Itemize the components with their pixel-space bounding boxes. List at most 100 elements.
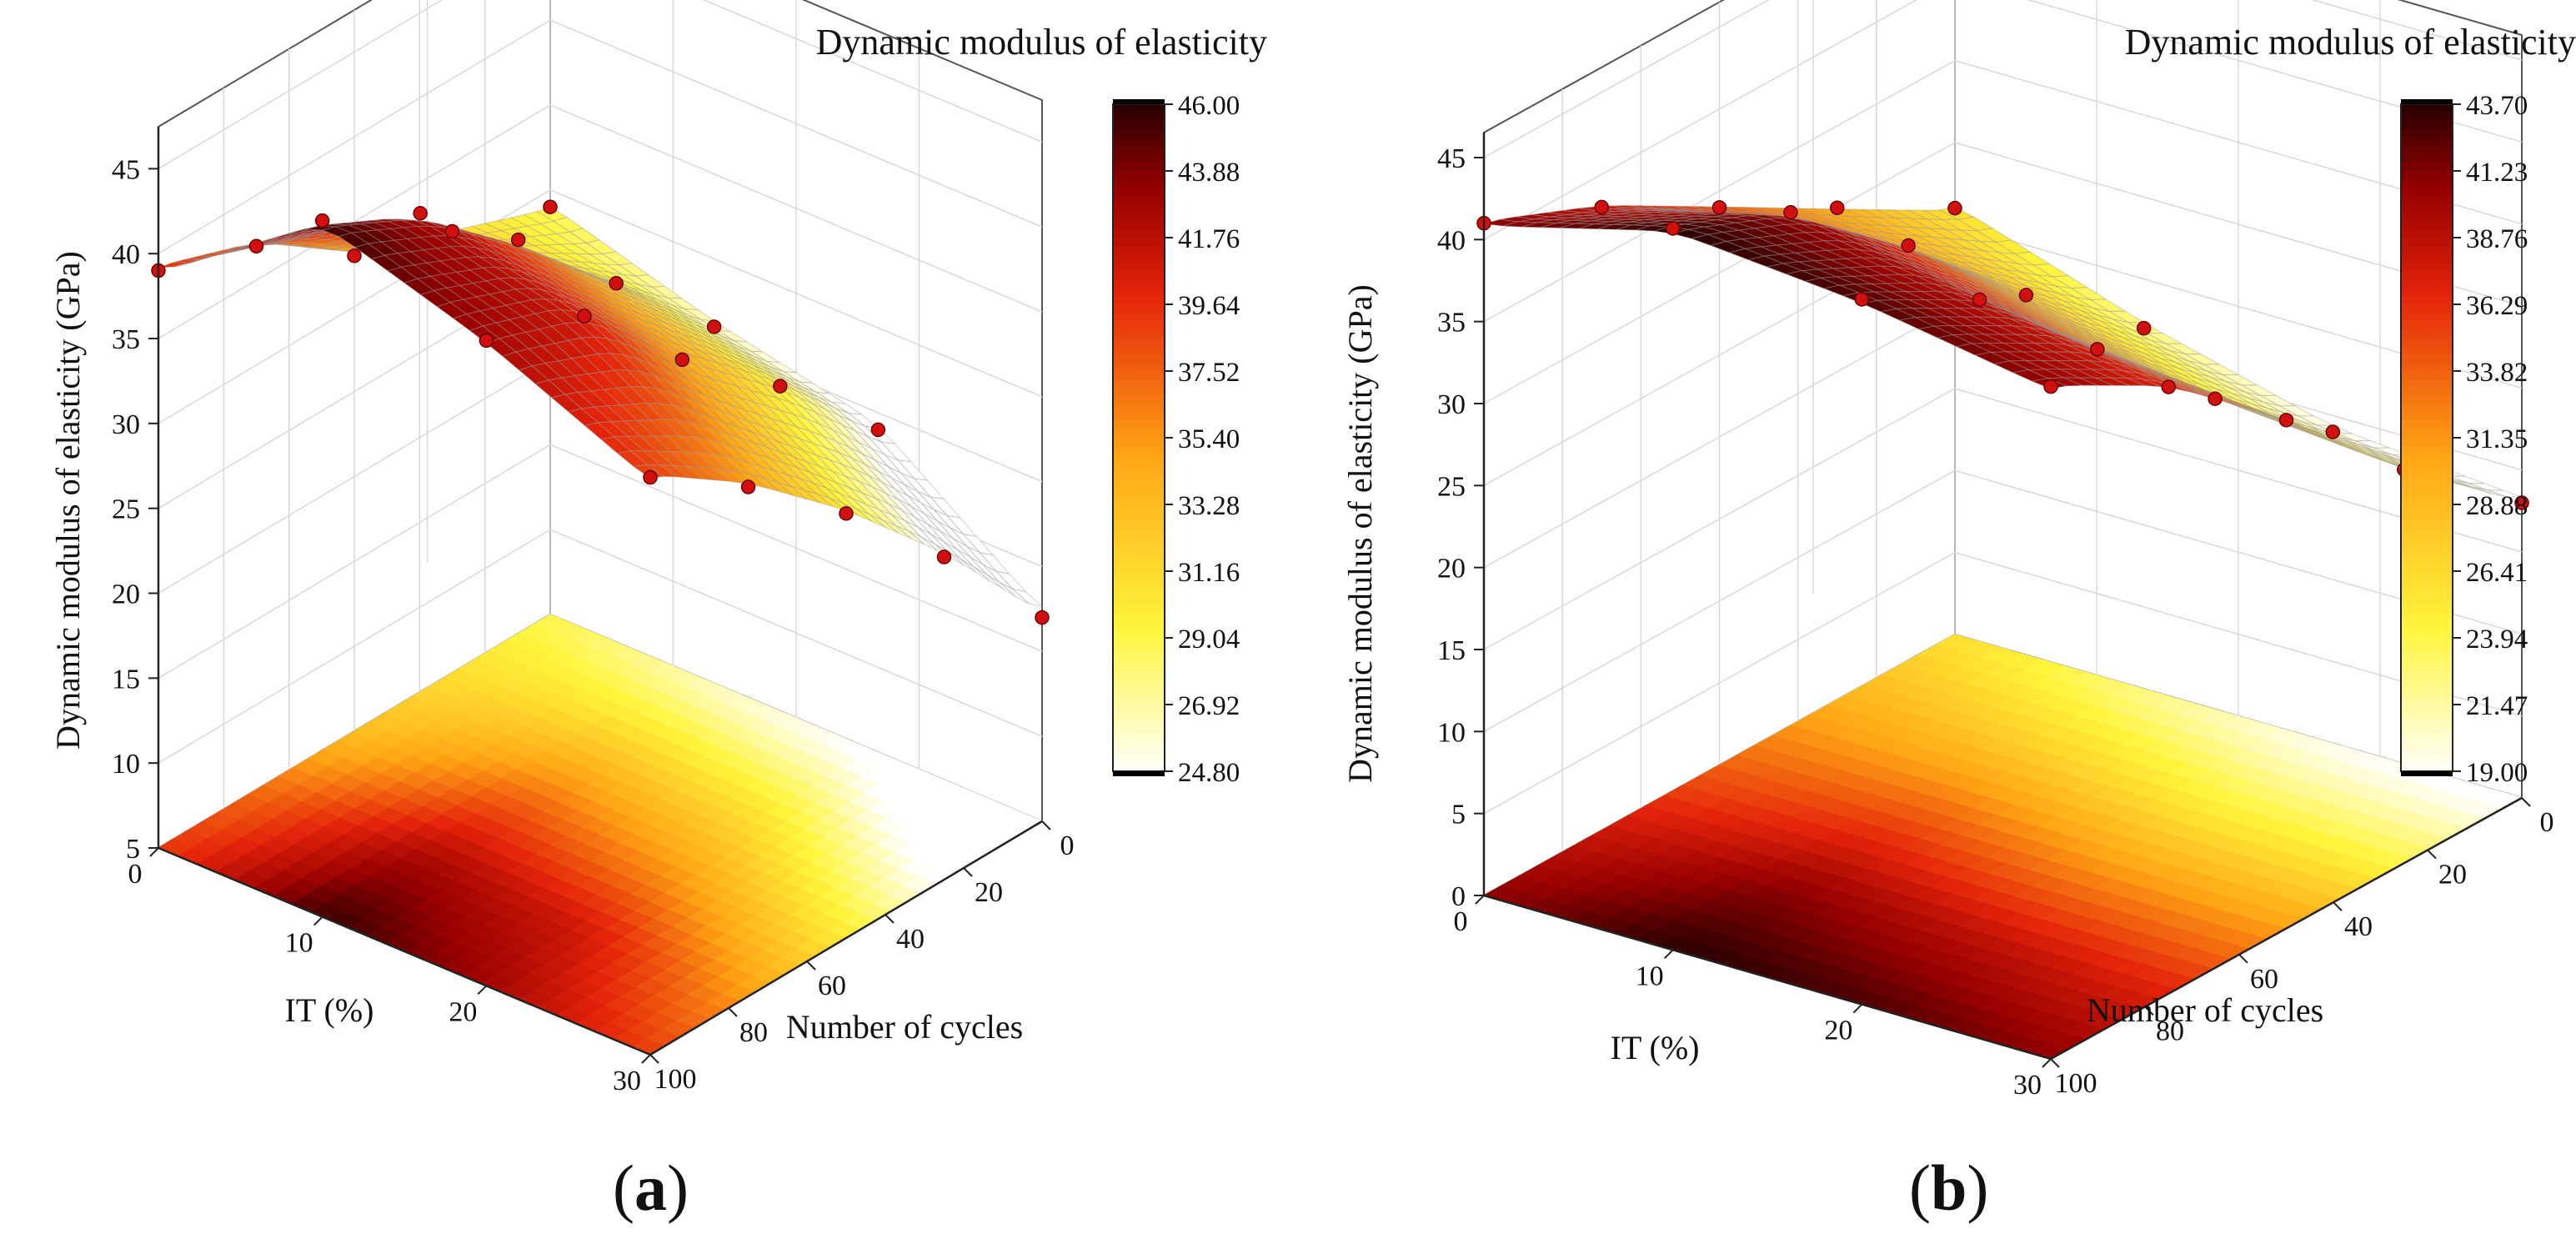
colorbar-tick-label: 26.92 — [1178, 691, 1240, 721]
colorbar-tick-label: 43.70 — [2466, 91, 2528, 121]
data-point — [479, 333, 494, 349]
axes: 0 5 10 15 20 25 30 35 40 45 0 10 20 30 0 20 40 60 80 100 — [1437, 133, 2554, 1101]
colorbar-tick-label: 31.16 — [1178, 558, 1240, 588]
x-tick-label: 10 — [285, 928, 313, 959]
z-tick-label: 0 — [1451, 881, 1466, 912]
axes: 5 10 15 20 25 30 35 40 45 0 10 20 30 0 20 40 60 80 100 — [112, 127, 1075, 1096]
data-point — [643, 469, 658, 485]
x-axis-label: IT (%) — [285, 991, 374, 1029]
chart-title: Dynamic modulus of elasticity — [816, 22, 1267, 63]
y-tick-label: 0 — [2540, 807, 2554, 838]
z-tick-label: 40 — [1437, 225, 1466, 256]
y-tick-label: 40 — [896, 924, 925, 955]
data-point — [936, 549, 952, 564]
data-point — [2161, 379, 2176, 394]
data-point — [347, 248, 362, 263]
colorbar-tick-label: 24.80 — [1178, 758, 1240, 788]
data-point — [2018, 288, 2034, 303]
surface-mesh — [158, 206, 1044, 608]
colorbar-tick-label: 46.00 — [1178, 91, 1240, 121]
colorbar-tick-label: 33.82 — [2466, 358, 2528, 388]
colorbar-tick-label: 19.00 — [2466, 758, 2528, 788]
colorbar-tick-label: 35.40 — [1178, 424, 1240, 454]
x-tick-label: 20 — [449, 996, 477, 1027]
y-axis-label: Number of cycles — [2087, 991, 2323, 1029]
data-point — [1594, 199, 1609, 215]
x-tick-label: 0 — [1454, 906, 1468, 937]
chart-panel-b: 0 5 10 15 20 25 30 35 40 45 0 10 20 30 0 20 40 60 80 100 Dyn… — [1341, 0, 2576, 1101]
z-tick-label: 35 — [1437, 308, 1466, 339]
data-point — [413, 206, 428, 221]
data-point — [543, 199, 558, 214]
data-point — [1711, 200, 1727, 215]
x-tick-label: 10 — [1636, 961, 1664, 991]
data-point — [1665, 221, 1681, 236]
data-point — [1972, 292, 1987, 308]
data-point — [870, 422, 886, 438]
data-point — [740, 479, 756, 494]
z-tick-label: 10 — [112, 749, 140, 780]
y-tick-label: 20 — [975, 877, 1003, 908]
colorbar-tick-label: 29.04 — [1178, 625, 1240, 655]
surface-mesh — [1483, 204, 2523, 498]
x-tick-label: 20 — [1824, 1016, 1852, 1046]
colorbar-tick-label: 39.64 — [1178, 291, 1240, 321]
chart-panel-a: 5 10 15 20 25 30 35 40 45 0 10 20 30 0 20 40 60 80 100 Dyna… — [49, 0, 1267, 1096]
z-axis-label: Dynamic modulus of elasticity (GPa) — [49, 251, 87, 750]
y-tick-label: 40 — [2344, 911, 2373, 942]
data-point — [2043, 379, 2058, 394]
colorbar: 46.00 43.88 41.76 39.64 37.52 35.40 33.28 31.16… — [1112, 91, 1240, 788]
colorbar-tick-label: 23.94 — [2466, 625, 2528, 655]
data-point — [839, 506, 854, 521]
data-point — [1783, 205, 1798, 220]
data-point — [314, 213, 330, 228]
z-axis-label: Dynamic modulus of elasticity (GPa) — [1341, 284, 1379, 783]
y-tick-label: 60 — [818, 971, 846, 1001]
colorbar-tick-label: 43.88 — [1178, 158, 1240, 188]
data-point — [1854, 292, 1870, 307]
data-point — [773, 379, 788, 394]
z-tick-label: 40 — [112, 239, 140, 270]
z-tick-label: 5 — [126, 834, 140, 865]
y-tick-label: 80 — [2156, 1016, 2184, 1046]
data-point — [1830, 200, 1845, 215]
data-point — [2090, 342, 2105, 357]
y-tick-label: 20 — [2438, 860, 2467, 890]
colorbar-tick-label: 36.29 — [2466, 291, 2528, 321]
data-points — [151, 199, 1050, 625]
z-tick-label: 15 — [1437, 635, 1466, 666]
data-point — [706, 319, 722, 334]
colorbar-tick-label: 41.23 — [2466, 158, 2528, 188]
z-tick-label: 10 — [1437, 717, 1466, 748]
z-tick-label: 20 — [1437, 554, 1466, 584]
colorbar: 43.70 41.23 38.76 36.29 33.82 31.35 28.88 26.41… — [2400, 91, 2528, 788]
y-tick-label: 100 — [2055, 1068, 2097, 1099]
z-tick-label: 45 — [112, 154, 140, 185]
data-point — [2278, 413, 2294, 428]
colorbar-tick-label: 26.41 — [2466, 558, 2528, 588]
floor-contour — [157, 614, 1044, 1056]
x-tick-label: 30 — [613, 1066, 641, 1096]
colorbar-tick-label: 21.47 — [2466, 691, 2528, 721]
colorbar-tick-label: 28.88 — [2466, 491, 2528, 521]
colorbar-tick-label: 33.28 — [1178, 491, 1240, 521]
data-point — [2208, 391, 2223, 406]
colorbar-tick-label: 37.52 — [1178, 358, 1240, 388]
data-point — [510, 232, 526, 248]
z-tick-label: 25 — [1437, 471, 1466, 502]
data-point — [2136, 320, 2152, 336]
data-point — [609, 276, 624, 291]
y-tick-label: 0 — [1060, 830, 1075, 861]
colorbar-tick-label: 31.35 — [2466, 424, 2528, 454]
y-axis-label: Number of cycles — [786, 1008, 1023, 1046]
y-tick-label: 100 — [654, 1064, 697, 1095]
z-tick-label: 30 — [1437, 389, 1466, 420]
z-tick-label: 15 — [112, 664, 140, 695]
data-point — [2325, 424, 2341, 439]
z-tick-label: 20 — [112, 579, 140, 610]
colorbar-tick-label: 38.76 — [2466, 224, 2528, 254]
z-tick-label: 5 — [1451, 800, 1466, 830]
colorbar-tick-label: 41.76 — [1178, 224, 1240, 254]
data-point — [674, 352, 690, 368]
